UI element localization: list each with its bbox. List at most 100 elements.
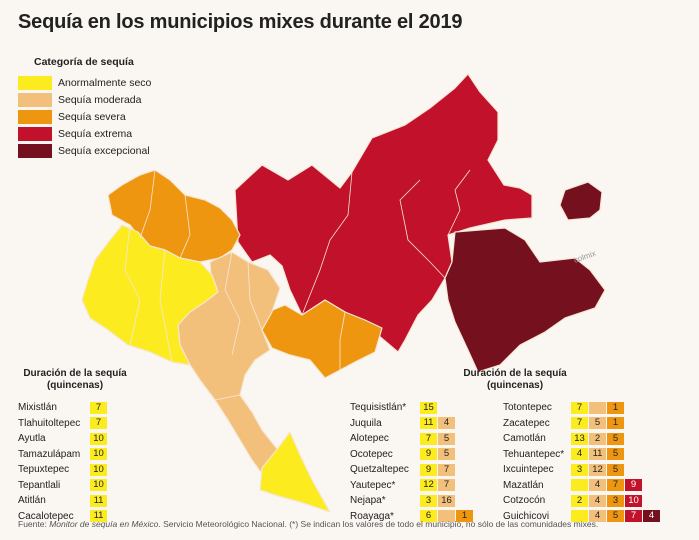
table-row: Alotepec 7 5 [350,431,474,447]
municipal-borders [124,169,471,401]
municipality-name: Guichicovi [503,510,550,522]
table-row: Totontepec 7 1 [503,400,661,416]
table-row: Nejapa* 3 16 [350,493,474,509]
duration-cell-moderada: 7 [438,463,455,476]
table-row: Mazatlán 4 7 9 [503,478,661,494]
table-row: Tepuxtepec 10 [18,462,108,478]
duration-cell-moderada: 11 [589,448,606,461]
legend-title: Categoría de sequía [34,56,134,68]
duration-title-left: Duración de la sequía (quincenas) [0,368,150,392]
legend-item-severa: Sequía severa [18,108,151,125]
duration-cell-excepcional: 4 [643,510,660,523]
municipality-name: Mixistlán [18,402,57,414]
duration-cell-extrema: 9 [625,479,642,492]
municipality-name: Tepuxtepec [18,464,70,476]
municipality-name: Ayutla [18,433,46,445]
municipality-name: Zacatepec [503,417,550,429]
legend-swatch [18,92,52,107]
duration-cell-anormal: 4 [571,448,588,461]
duration-table-left: Mixistlán 7 Tlahuitoltepec 7 Ayutla 10 Tamazul… [18,400,108,524]
duration-cell-anormal: 15 [420,401,437,414]
duration-cell-anormal: 7 [90,417,107,430]
table-row: Ixcuintepec 3 12 5 [503,462,661,478]
duration-cell-anormal: 3 [420,494,437,507]
municipality-name: Tehuantepec* [503,448,565,460]
table-row: Ayutla 10 [18,431,108,447]
region-anormal-south [259,431,331,513]
table-row: Tepantlali 10 [18,478,108,494]
duration-cell-anormal: 9 [420,448,437,461]
duration-title-text: Duración de la sequía (quincenas) [463,368,567,391]
municipality-name: Quetzaltepec [350,464,409,476]
duration-cell-severa: 1 [607,417,624,430]
region-excepcional-ne [559,181,603,221]
duration-cell-anormal [571,479,588,492]
municipality-name: Ixcuintepec [503,464,554,476]
duration-cell-moderada: 4 [589,494,606,507]
duration-cell-moderada: 4 [589,479,606,492]
duration-cell-anormal: 11 [420,417,437,430]
duration-cell-moderada: 2 [589,432,606,445]
municipality-name: Totontepec [503,402,552,414]
municipality-name: Nejapa* [350,495,386,507]
municipality-name: Roayaga* [350,510,394,522]
footer-source: Fuente: Monitor de sequía en México. Ser… [18,519,598,529]
legend-swatch [18,75,52,90]
region-severa-se [261,299,383,379]
duration-cell-extrema: 7 [625,510,642,523]
duration-cell-anormal: 11 [90,510,107,523]
table-row: Atitlán 11 [18,493,108,509]
legend: Categoría de sequía Anormalmente seco Se… [18,56,151,159]
duration-cell-severa: 5 [607,510,624,523]
municipality-name: Tepantlali [18,479,61,491]
legend-item-excepcional: Sequía excepcional [18,142,151,159]
duration-cell-anormal [571,510,588,523]
table-row: Tlahuitoltepec 7 [18,416,108,432]
duration-cell-anormal: 7 [90,401,107,414]
legend-label: Sequía extrema [58,127,133,140]
duration-table-right: Totontepec 7 1 Zacatepec 7 5 1 Camotlán 13 2 5 Tehu… [503,400,661,524]
municipality-name: Atitlán [18,495,46,507]
duration-cell-moderada: 4 [438,417,455,430]
table-row: Mixistlán 7 [18,400,108,416]
duration-cell-moderada: 5 [438,448,455,461]
table-row: Guichicovi 4 5 7 4 [503,509,661,525]
duration-cell-anormal: 10 [90,432,107,445]
municipality-name: Ocotepec [350,448,393,460]
legend-swatch [18,126,52,141]
duration-cell-anormal: 6 [420,510,437,523]
table-row: Cotzocón 2 4 3 10 [503,493,661,509]
municipality-name: Juquila [350,417,382,429]
municipality-name: Cacalotepec [18,510,74,522]
municipality-name: Tlahuitoltepec [18,417,81,429]
municipality-name: Cotzocón [503,495,546,507]
table-row: Camotlán 13 2 5 [503,431,661,447]
legend-label: Anormalmente seco [58,76,152,89]
legend-label: Sequía severa [58,110,126,123]
table-row: Cacalotepec 11 [18,509,108,525]
duration-title-text: Duración de la sequía (quincenas) [23,368,127,391]
table-row: Roayaga* 6 1 [350,509,474,525]
duration-cell-moderada: 5 [589,417,606,430]
table-row: Ocotepec 9 5 [350,447,474,463]
duration-cell-anormal: 13 [571,432,588,445]
duration-cell-severa: 1 [456,510,473,523]
duration-cell-moderada: 7 [438,479,455,492]
municipality-name: Tequisistlán* [350,402,407,414]
table-row: Tamazulápam 10 [18,447,108,463]
table-row: Zacatepec 7 5 1 [503,416,661,432]
duration-cell-anormal: 12 [420,479,437,492]
municipality-name: Alotepec [350,433,389,445]
duration-cell-severa: 1 [607,401,624,414]
municipality-name: Yautepec* [350,479,396,491]
duration-cell-severa: 5 [607,432,624,445]
duration-cell-moderada: 12 [589,463,606,476]
municipality-name: Camotlán [503,433,546,445]
municipality-name: Tamazulápam [18,448,81,460]
duration-cell-moderada: 5 [438,432,455,445]
map-watermark: colmix [573,249,597,265]
duration-cell-moderada [438,510,455,523]
duration-cell-severa: 3 [607,494,624,507]
duration-cell-anormal: 9 [420,463,437,476]
